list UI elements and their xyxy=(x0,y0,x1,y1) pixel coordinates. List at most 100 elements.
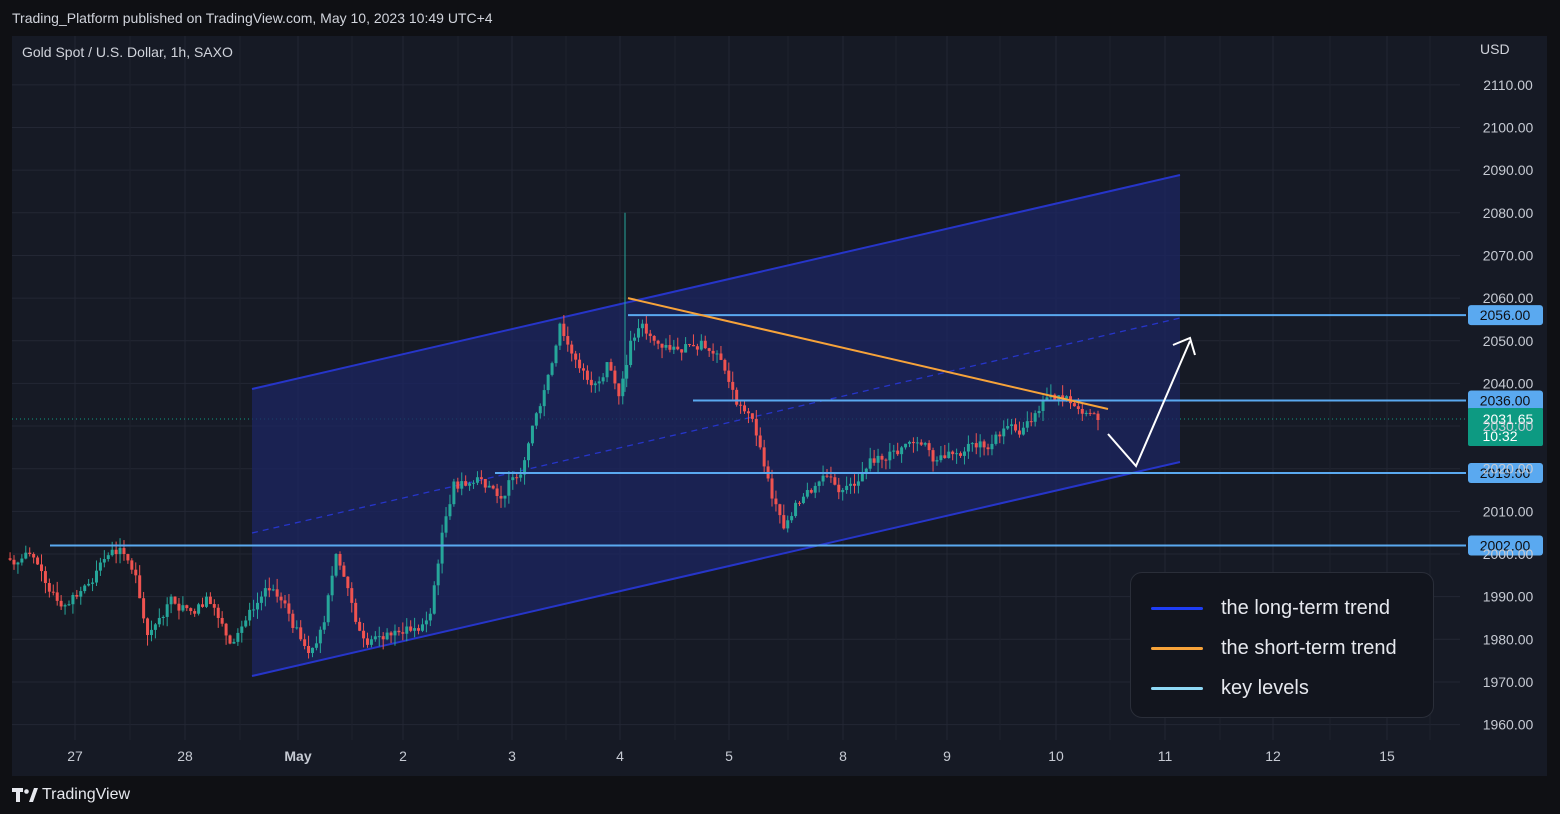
candle-body xyxy=(114,549,118,555)
candle-body xyxy=(212,604,216,608)
candle-body xyxy=(1037,410,1041,414)
candle-body xyxy=(813,485,817,493)
candle-body xyxy=(373,636,377,640)
candle-body xyxy=(558,323,562,346)
candle-body xyxy=(1076,406,1080,409)
candle-body xyxy=(801,496,805,504)
price-tick-label: 2000.00 xyxy=(1483,546,1534,562)
candle-body xyxy=(652,336,656,341)
candle-body xyxy=(935,460,939,462)
candle-body xyxy=(519,474,523,478)
candle-body xyxy=(703,340,707,349)
candle-body xyxy=(185,605,189,609)
candle-body xyxy=(310,647,314,654)
price-tick-label: 2020.00 xyxy=(1483,461,1534,477)
candle-body xyxy=(538,406,542,414)
short-term-trendline xyxy=(627,297,1109,410)
candle-body xyxy=(1096,413,1100,421)
candle-body xyxy=(122,548,126,554)
candle-body xyxy=(841,490,845,493)
candle-body xyxy=(550,363,554,375)
candle-body xyxy=(28,552,32,554)
candle-body xyxy=(291,613,295,628)
candle-body xyxy=(864,468,868,473)
candle-body xyxy=(244,620,248,627)
candle-body xyxy=(91,582,95,584)
candle-body xyxy=(534,413,538,426)
candle-body xyxy=(303,639,307,646)
candle-body xyxy=(472,482,476,484)
candle-body xyxy=(896,450,900,455)
candle-body xyxy=(275,589,279,597)
price-tick-label: 1990.00 xyxy=(1483,589,1534,605)
candle-body xyxy=(636,328,640,338)
candle-body xyxy=(295,627,299,629)
candle-body xyxy=(774,498,778,505)
candle-body xyxy=(118,548,122,555)
legend-item-short-term: the short-term trend xyxy=(1151,636,1397,660)
candle-body xyxy=(825,475,829,477)
axes: 1960.00 1970.00 1980.00 1990.00 2000.00 2010.… xyxy=(67,77,1533,764)
candle-body xyxy=(338,554,342,566)
candle-body xyxy=(688,344,692,346)
candle-body xyxy=(911,441,915,444)
candle-body xyxy=(581,368,585,371)
candle-body xyxy=(334,554,338,576)
candle-body xyxy=(413,628,417,631)
channel-mid-line xyxy=(251,317,1181,534)
candle-body xyxy=(130,560,134,570)
candle-body xyxy=(79,591,83,597)
candle-body xyxy=(1045,397,1049,401)
candle-body xyxy=(55,592,59,601)
candle-body xyxy=(1080,408,1084,414)
candle-body xyxy=(346,576,350,589)
candle-body xyxy=(169,596,173,605)
candle-body xyxy=(318,629,322,644)
candle-body xyxy=(193,611,197,614)
candle-body xyxy=(436,563,440,586)
candle-body xyxy=(475,477,479,483)
candle-body xyxy=(83,585,87,592)
candle-body xyxy=(350,588,354,603)
candle-body xyxy=(420,624,424,631)
candle-body xyxy=(684,344,688,353)
candle-body xyxy=(397,630,401,633)
tradingview-brand[interactable]: TradingView xyxy=(12,786,130,804)
candle-body xyxy=(63,605,67,607)
candle-body xyxy=(974,443,978,448)
candle-body xyxy=(236,632,240,642)
price-tick-label: 2100.00 xyxy=(1483,120,1534,136)
date-tick-label: 2 xyxy=(399,748,407,764)
candle-body xyxy=(153,624,157,630)
candle-body xyxy=(448,504,452,517)
candle-body xyxy=(405,626,409,634)
candle-body xyxy=(417,628,421,631)
candle-body xyxy=(915,442,919,444)
candle-body xyxy=(829,476,833,478)
candle-body xyxy=(271,589,275,591)
candle-body xyxy=(134,569,138,576)
candle-body xyxy=(440,532,444,564)
candle-body xyxy=(1029,421,1033,423)
candle-body xyxy=(723,359,727,371)
candle-body xyxy=(36,557,40,565)
legend-item-key-levels: key levels xyxy=(1151,676,1309,700)
candle-body xyxy=(833,477,837,485)
candle-body xyxy=(892,450,896,452)
candle-body xyxy=(39,564,43,572)
candle-body xyxy=(8,558,12,560)
candle-body xyxy=(609,362,613,371)
key-level-label: 2036.00 xyxy=(1480,392,1531,408)
candle-body xyxy=(149,629,153,636)
short-term-trendline xyxy=(627,297,1109,410)
candle-body xyxy=(955,453,959,455)
candle-body xyxy=(216,607,220,618)
candle-body xyxy=(625,365,629,379)
price-tick-label: 1970.00 xyxy=(1483,674,1534,690)
candle-body xyxy=(452,481,456,505)
date-tick-label: 27 xyxy=(67,748,83,764)
candle-body xyxy=(330,575,334,596)
candle-body xyxy=(342,565,346,577)
